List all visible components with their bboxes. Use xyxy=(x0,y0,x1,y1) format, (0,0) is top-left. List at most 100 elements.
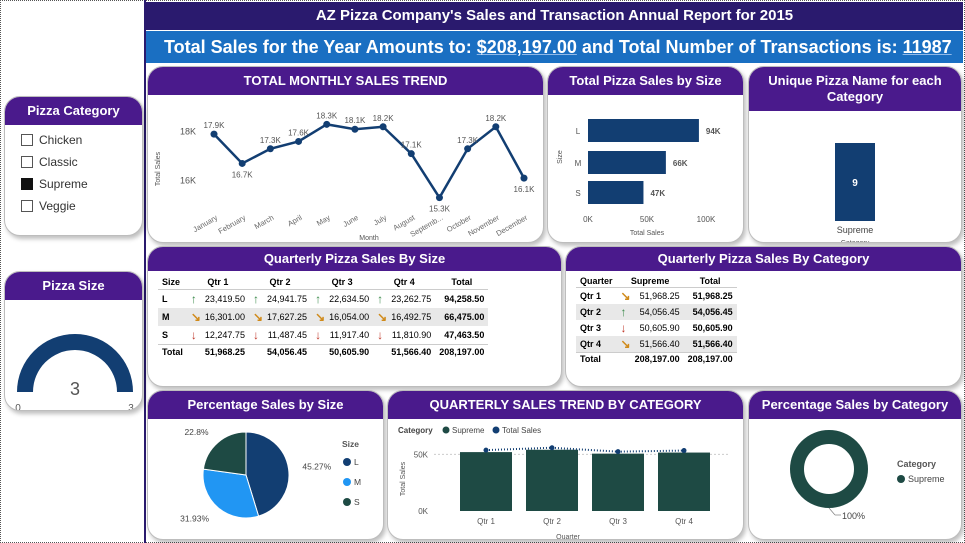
size-bar[interactable] xyxy=(588,181,644,204)
quarter-value-cell: 16,492.75 xyxy=(391,312,432,322)
trend-arrow-icon: ↘ xyxy=(620,289,631,303)
slicer-option-label: Veggie xyxy=(39,199,76,213)
monthly-sales-trend-card: TOTAL MONTHLY SALES TREND Total Sales 18K… xyxy=(147,66,544,243)
table-header[interactable]: Quarter xyxy=(580,276,613,286)
total-label: Total xyxy=(162,347,183,357)
size-category-label: L xyxy=(576,127,581,136)
quarter-value-cell: 12,247.75 xyxy=(204,330,245,340)
monthly-point[interactable] xyxy=(379,123,387,131)
checkbox[interactable] xyxy=(21,156,33,168)
size-category-label: M xyxy=(575,159,582,168)
monthly-data-label: 18.1K xyxy=(344,116,366,125)
table-header[interactable]: Qtr 2 xyxy=(269,277,291,287)
qtrend-point[interactable] xyxy=(615,449,621,455)
quarterly-trend-title: QUARTERLY SALES TREND BY CATEGORY xyxy=(388,391,743,419)
monthly-point[interactable] xyxy=(238,159,246,167)
supreme-total-cell: 208,197.00 xyxy=(634,354,680,364)
total-cell: 54,056.45 xyxy=(692,307,733,317)
qtrend-xlabel: Quarter xyxy=(556,534,580,540)
qtrend-ytick: 0K xyxy=(418,507,428,516)
qtrend-legend-item: Supreme xyxy=(452,426,485,435)
qtrend-bar[interactable] xyxy=(658,452,710,511)
table-header[interactable]: Total xyxy=(699,276,721,286)
table-header[interactable]: Total xyxy=(451,277,473,287)
monthly-point[interactable] xyxy=(210,130,218,138)
pie-slice-l[interactable] xyxy=(245,431,290,517)
quarter-cell: Qtr 4 xyxy=(580,339,602,349)
qtrend-point[interactable] xyxy=(681,448,687,454)
table-row: Qtr 1 ↘ 51,968.25 51,968.25 xyxy=(576,288,737,305)
donut-legend-dot xyxy=(897,475,905,483)
donut-legend-title: Category xyxy=(897,459,936,469)
quarter-total-cell: 51,968.25 xyxy=(204,347,245,357)
qtrend-bar[interactable] xyxy=(460,452,512,511)
monthly-point[interactable] xyxy=(295,137,303,145)
monthly-trend-line xyxy=(213,123,526,201)
monthly-point[interactable] xyxy=(520,174,528,182)
pie-slice-m[interactable] xyxy=(202,468,260,519)
slicer-option-veggie[interactable]: Veggie xyxy=(21,197,142,215)
unique-pizza-xlabel: Category xyxy=(841,240,870,243)
monthly-point[interactable] xyxy=(407,150,415,158)
slicer-option-supreme[interactable]: Supreme xyxy=(21,175,142,193)
monthly-point[interactable] xyxy=(435,194,443,202)
quarter-value-cell: 17,627.25 xyxy=(267,312,308,322)
quarter-total-cell: 51,566.40 xyxy=(391,347,432,357)
trend-arrow-icon: ↘ xyxy=(190,310,201,324)
qtrend-bar[interactable] xyxy=(592,453,644,511)
pct-by-category-card: Percentage Sales by Category 100% Catego… xyxy=(748,390,962,540)
quarter-cell: Qtr 1 xyxy=(580,291,602,301)
total-label: Total xyxy=(580,354,601,364)
size-bar[interactable] xyxy=(588,119,699,142)
monthly-data-label: 15.3K xyxy=(429,205,451,214)
table-header[interactable]: Qtr 3 xyxy=(331,277,353,287)
size-xlabel: Total Sales xyxy=(630,230,665,237)
qtrend-line xyxy=(485,446,685,453)
slicer-option-chicken[interactable]: Chicken xyxy=(21,131,142,149)
monthly-trend-title: TOTAL MONTHLY SALES TREND xyxy=(148,67,543,95)
checkbox[interactable] xyxy=(21,200,33,212)
quarterly-category-title: Quarterly Pizza Sales By Category xyxy=(566,247,961,271)
qtrend-legend-title: Category xyxy=(398,426,433,435)
trend-arrow-icon: ↘ xyxy=(252,310,264,324)
monthly-point[interactable] xyxy=(266,145,274,153)
monthly-point[interactable] xyxy=(464,145,472,153)
monthly-data-label: 17.9K xyxy=(204,121,226,130)
table-row: M ↘ 16,301.00 ↘ 17,627.25 ↘ 16,054.00 ↘ 16,492.7… xyxy=(158,308,489,326)
trend-arrow-icon: ↓ xyxy=(252,328,259,342)
pie-slice-s[interactable] xyxy=(202,431,247,476)
trend-arrow-icon: ↓ xyxy=(315,328,322,342)
quarter-total-cell: 54,056.45 xyxy=(267,347,308,357)
table-header[interactable]: Size xyxy=(162,277,181,287)
quarter-value-cell: 23,419.50 xyxy=(204,294,245,304)
quarter-total-cell: 50,605.90 xyxy=(329,347,370,357)
total-sales-value: $208,197.00 xyxy=(476,37,577,57)
table-header[interactable]: Qtr 1 xyxy=(207,277,229,287)
quarter-value-cell: 11,487.45 xyxy=(267,330,308,340)
table-total-row: Total 51,968.25 54,056.45 50,605.90 51,566.4… xyxy=(158,344,489,360)
monthly-point[interactable] xyxy=(323,120,331,128)
sales-by-size-card: Total Pizza Sales by Size Size L 94K M 66K S 4… xyxy=(547,66,744,243)
checkbox[interactable] xyxy=(21,178,33,190)
table-row: Qtr 2 ↑ 54,056.45 54,056.45 xyxy=(576,304,737,320)
slicer-option-classic[interactable]: Classic xyxy=(21,153,142,171)
total-cell: 51,566.40 xyxy=(692,339,733,349)
monthly-point[interactable] xyxy=(351,125,359,133)
qtrend-point[interactable] xyxy=(483,447,489,453)
qtrend-bar[interactable] xyxy=(526,449,578,511)
pct-by-category-donut: 100% Category Supreme xyxy=(790,430,945,521)
monthly-point[interactable] xyxy=(492,123,500,131)
monthly-data-label: 18.3K xyxy=(316,111,338,120)
quarterly-category-card: Quarterly Pizza Sales By Category Quarte… xyxy=(565,246,962,387)
unique-pizza-category: Supreme xyxy=(837,225,874,235)
table-header[interactable]: Supreme xyxy=(630,276,670,286)
size-bar[interactable] xyxy=(588,151,666,174)
slicer-title: Pizza Category xyxy=(5,97,142,125)
size-cell: M xyxy=(162,312,170,322)
qtrend-point[interactable] xyxy=(549,445,555,451)
table-row: Qtr 4 ↘ 51,566.40 51,566.40 xyxy=(576,336,737,353)
supreme-cell: 50,605.90 xyxy=(639,323,680,333)
checkbox[interactable] xyxy=(21,134,33,146)
monthly-xlabel: Month xyxy=(359,235,379,242)
table-header[interactable]: Qtr 4 xyxy=(393,277,415,287)
